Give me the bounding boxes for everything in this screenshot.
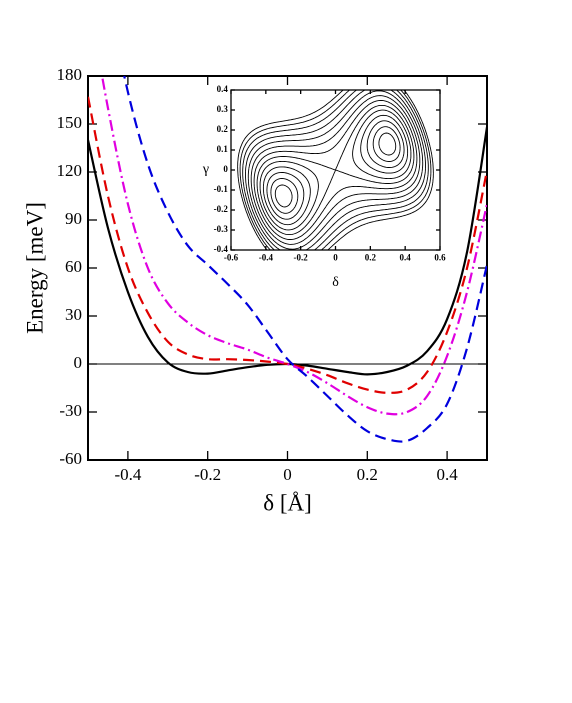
- contour: [270, 126, 401, 214]
- y-tick-label: -0.2: [214, 204, 229, 214]
- y-tick-label: 30: [65, 305, 82, 324]
- plot-area: [88, 76, 487, 443]
- y-tick-label: 150: [57, 113, 83, 132]
- x-tick-label: -0.6: [224, 253, 239, 263]
- contour: [237, 89, 434, 251]
- contour: [242, 89, 429, 251]
- contour: [253, 100, 418, 240]
- y-tick-label: -0.4: [214, 244, 229, 254]
- y-axis-title: Energy [meV]: [22, 202, 47, 334]
- inset-y-title: γ: [202, 162, 209, 177]
- contour: [256, 104, 415, 236]
- contour: [247, 90, 424, 250]
- contour: [262, 114, 409, 226]
- y-tick-label: -60: [59, 449, 82, 468]
- series-line: [88, 96, 487, 394]
- y-tick-label: -0.3: [214, 224, 229, 234]
- y-tick-label: 0: [74, 353, 83, 372]
- contour: [245, 89, 426, 251]
- y-tick-label: 90: [65, 209, 82, 228]
- x-tick-label: 0.4: [436, 465, 458, 484]
- y-tick-label: -30: [59, 401, 82, 420]
- contour: [250, 95, 421, 245]
- y-tick-label: 0.3: [217, 104, 229, 114]
- x-tick-label: 0.2: [365, 253, 377, 263]
- x-axis-title: δ [Å]: [263, 490, 312, 515]
- y-tick-label: 0.1: [217, 144, 229, 154]
- x-tick-label: 0.2: [357, 465, 378, 484]
- contour: [274, 132, 397, 208]
- y-tick-label: 0: [223, 164, 228, 174]
- y-tick-label: 60: [65, 257, 82, 276]
- inset-x-title: δ: [332, 275, 339, 290]
- x-tick-label: 0.6: [434, 253, 446, 263]
- y-tick-label: 0.2: [217, 124, 229, 134]
- contour: [239, 89, 432, 251]
- x-tick-label: 0: [333, 253, 338, 263]
- series-line: [100, 76, 487, 416]
- contour: [259, 109, 412, 231]
- x-tick-label: 0: [283, 465, 292, 484]
- contour: [266, 120, 405, 220]
- x-tick-label: -0.4: [259, 253, 274, 263]
- series-line: [123, 76, 487, 443]
- x-tick-label: -0.2: [294, 253, 309, 263]
- x-tick-label: -0.4: [114, 465, 141, 484]
- y-tick-label: 180: [57, 65, 83, 84]
- x-tick-label: -0.2: [194, 465, 221, 484]
- y-tick-label: -0.1: [214, 184, 229, 194]
- x-tick-label: 0.4: [400, 253, 412, 263]
- y-tick-label: 0.4: [217, 84, 229, 94]
- y-tick-label: 120: [57, 161, 83, 180]
